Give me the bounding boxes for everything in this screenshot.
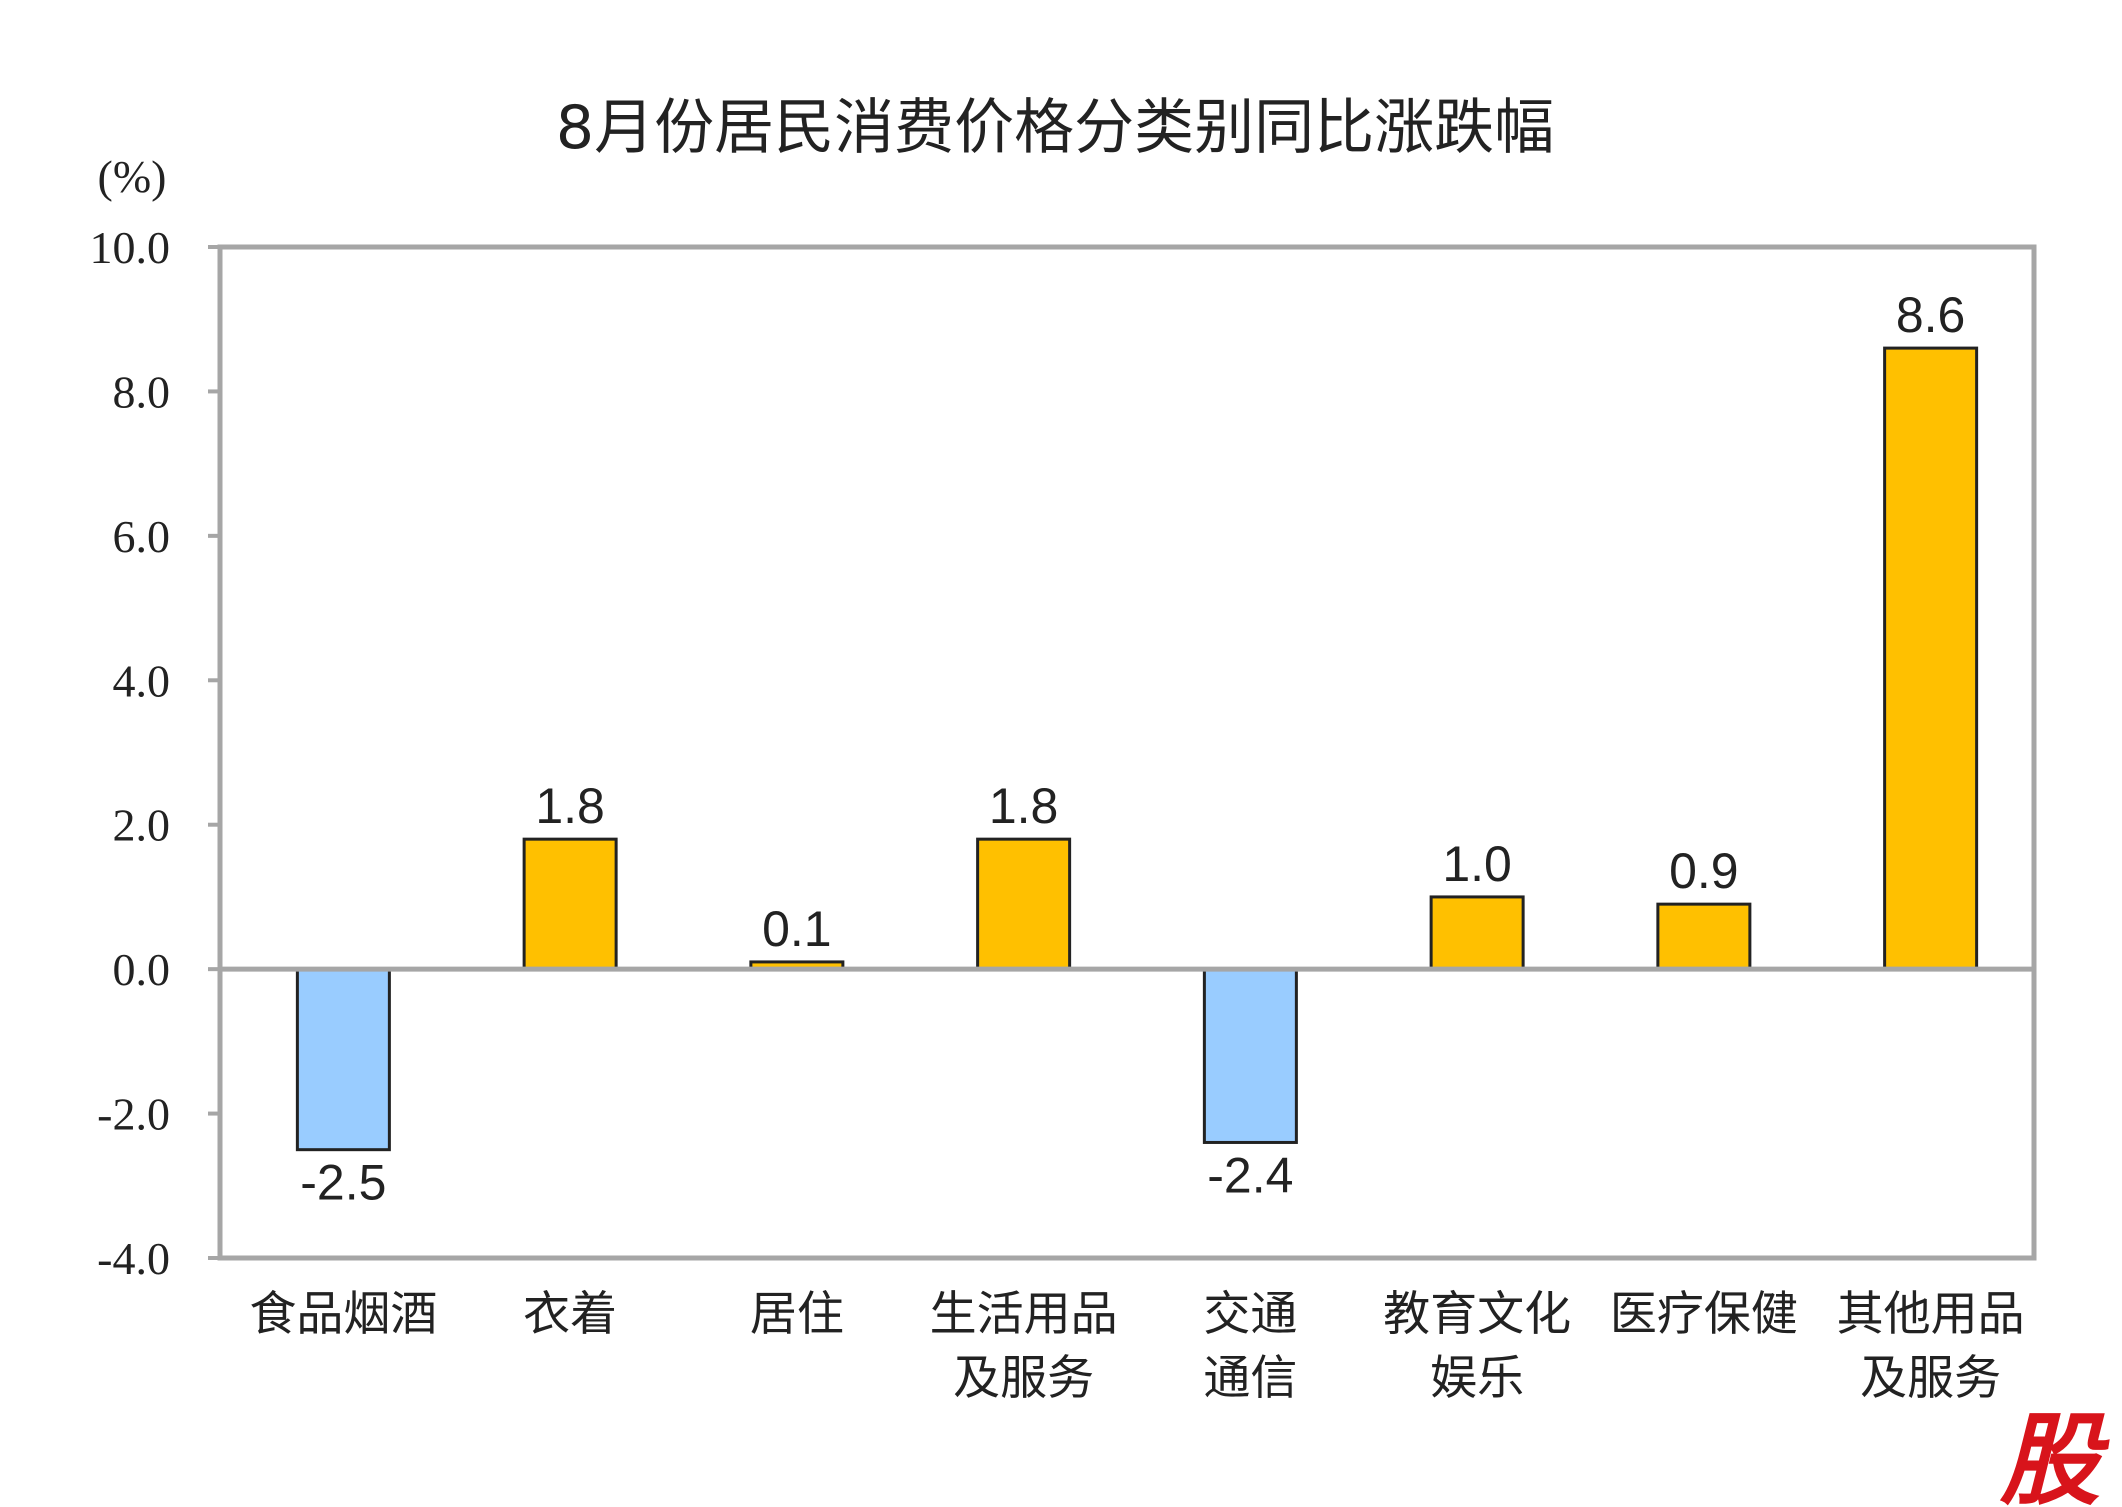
bar <box>1883 346 1979 971</box>
y-tick-label: 0.0 <box>113 944 171 995</box>
bar <box>522 837 618 971</box>
x-tick-label: 及服务 <box>1860 1351 2001 1406</box>
x-tick-label: 及服务 <box>953 1351 1094 1406</box>
y-tick-label: 4.0 <box>113 655 171 706</box>
x-tick-label: 娱乐 <box>1430 1351 1524 1406</box>
data-label: -2.4 <box>1207 1147 1293 1203</box>
y-tick-label: 2.0 <box>113 800 171 851</box>
y-tick-label: -2.0 <box>97 1089 170 1140</box>
x-tick-label: 其他用品 <box>1837 1287 2025 1342</box>
y-tick-label: 6.0 <box>113 511 171 562</box>
x-tick-label: 居住 <box>750 1287 844 1342</box>
y-unit-label: (%) <box>98 151 167 202</box>
y-tick-label: -4.0 <box>97 1233 170 1284</box>
x-tick-label: 食品烟酒 <box>249 1287 437 1342</box>
x-tick-label: 交通 <box>1203 1287 1297 1342</box>
bar <box>295 967 391 1152</box>
data-label: -2.5 <box>300 1155 386 1211</box>
data-label: 1.8 <box>989 778 1059 834</box>
y-tick-label: 8.0 <box>113 366 171 417</box>
y-axis-ticks: 10.0 8.0 6.0 4.0 2.0 0.0 -2.0 -4.0 <box>90 222 220 1284</box>
x-tick-label: 通信 <box>1203 1351 1297 1406</box>
data-label: 8.6 <box>1896 287 1966 343</box>
data-labels-group: -2.5 1.8 0.1 1.8 -2.4 1.0 0.9 8.6 <box>300 287 1965 1211</box>
bar <box>1656 902 1752 971</box>
bars-group <box>295 346 1979 1152</box>
x-tick-label: 生活用品 <box>930 1287 1118 1342</box>
watermark-stamp: 股 <box>1999 1401 2110 1507</box>
data-label: 1.0 <box>1442 836 1512 892</box>
x-tick-label: 教育文化 <box>1383 1287 1571 1342</box>
y-tick-label: 10.0 <box>90 222 171 273</box>
data-label: 0.9 <box>1669 843 1739 899</box>
plot-frame <box>217 244 2037 1261</box>
x-tick-label: 衣着 <box>523 1287 617 1342</box>
x-tick-label: 医疗保健 <box>1610 1287 1798 1342</box>
data-label: 1.8 <box>535 778 605 834</box>
chart-title: 8月份居民消费价格分类别同比涨跌幅 <box>556 93 1554 163</box>
data-label: 0.1 <box>762 901 832 957</box>
bar <box>1429 895 1525 971</box>
bar <box>1202 967 1298 1144</box>
bar <box>976 837 1072 971</box>
